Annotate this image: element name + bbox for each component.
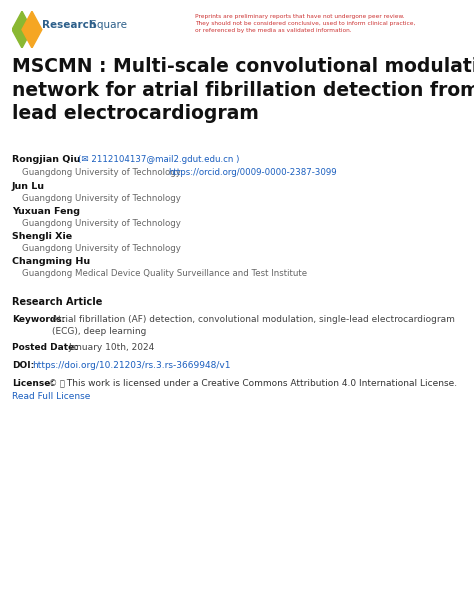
Text: Jun Lu: Jun Lu <box>12 182 45 191</box>
Text: MSCMN : Multi-scale convolutional modulation
network for atrial fibrillation det: MSCMN : Multi-scale convolutional modula… <box>12 57 474 123</box>
Text: https://doi.org/10.21203/rs.3.rs-3669948/v1: https://doi.org/10.21203/rs.3.rs-3669948… <box>32 361 230 370</box>
Text: Guangdong University of Technology: Guangdong University of Technology <box>22 194 181 203</box>
Text: Research: Research <box>42 20 96 30</box>
Text: © ⓘ: © ⓘ <box>49 379 65 388</box>
Text: Shengli Xie: Shengli Xie <box>12 232 72 241</box>
Text: (✉ 2112104137@mail2.gdut.edu.cn ): (✉ 2112104137@mail2.gdut.edu.cn ) <box>78 155 239 164</box>
Text: https://orcid.org/0009-0000-2387-3099: https://orcid.org/0009-0000-2387-3099 <box>168 168 337 177</box>
Polygon shape <box>22 11 42 48</box>
Text: DOI:: DOI: <box>12 361 34 370</box>
Text: Guangdong Medical Device Quality Surveillance and Test Institute: Guangdong Medical Device Quality Surveil… <box>22 269 307 278</box>
Text: Guangdong University of Technology: Guangdong University of Technology <box>22 168 181 177</box>
Text: Yuxuan Feng: Yuxuan Feng <box>12 207 80 216</box>
Text: Preprints are preliminary reports that have not undergone peer review.
They shou: Preprints are preliminary reports that h… <box>195 14 415 33</box>
Text: License:: License: <box>12 379 54 388</box>
Text: Read Full License: Read Full License <box>12 392 91 401</box>
Text: Research Article: Research Article <box>12 297 102 307</box>
Text: Rongjian Qiu: Rongjian Qiu <box>12 155 81 164</box>
Text: Guangdong University of Technology: Guangdong University of Technology <box>22 244 181 253</box>
Polygon shape <box>12 11 32 48</box>
Text: January 10th, 2024: January 10th, 2024 <box>68 343 154 352</box>
Text: Atrial fibrillation (AF) detection, convolutional modulation, single-lead electr: Atrial fibrillation (AF) detection, conv… <box>52 315 455 336</box>
Text: Posted Date:: Posted Date: <box>12 343 78 352</box>
Text: Changming Hu: Changming Hu <box>12 257 90 266</box>
Text: Guangdong University of Technology: Guangdong University of Technology <box>22 219 181 228</box>
Text: Square: Square <box>87 20 127 30</box>
Text: Keywords:: Keywords: <box>12 315 65 324</box>
Text: This work is licensed under a Creative Commons Attribution 4.0 International Lic: This work is licensed under a Creative C… <box>64 379 457 388</box>
